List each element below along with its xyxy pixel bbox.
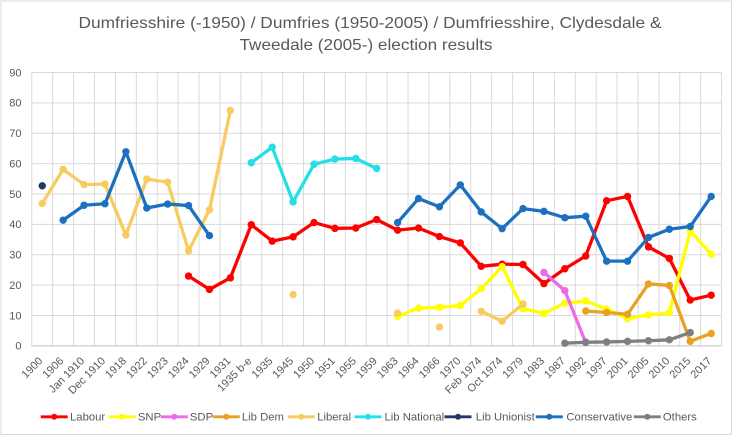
svg-text:Lib Dem: Lib Dem <box>242 412 284 424</box>
svg-text:Dumfriesshire (-1950) / Dumfri: Dumfriesshire (-1950) / Dumfries (1950-2… <box>79 15 662 32</box>
svg-text:Tweedale (2005-) election resu: Tweedale (2005-) election results <box>240 37 493 54</box>
svg-text:Conservative: Conservative <box>566 412 632 424</box>
svg-text:80: 80 <box>9 98 21 110</box>
svg-text:20: 20 <box>9 280 21 292</box>
svg-text:Liberal: Liberal <box>317 412 351 424</box>
svg-text:Lib National: Lib National <box>385 412 445 424</box>
svg-text:40: 40 <box>9 219 21 231</box>
svg-text:10: 10 <box>9 310 21 322</box>
svg-text:90: 90 <box>9 67 21 79</box>
svg-text:Others: Others <box>663 412 697 424</box>
svg-text:SDP: SDP <box>190 412 213 424</box>
svg-text:60: 60 <box>9 158 21 170</box>
svg-text:Lib Unionist: Lib Unionist <box>476 412 536 424</box>
svg-text:SNP: SNP <box>138 412 161 424</box>
svg-text:30: 30 <box>9 250 21 262</box>
svg-text:50: 50 <box>9 189 21 201</box>
svg-text:0: 0 <box>15 341 21 353</box>
svg-text:Labour: Labour <box>70 412 105 424</box>
svg-text:70: 70 <box>9 128 21 140</box>
